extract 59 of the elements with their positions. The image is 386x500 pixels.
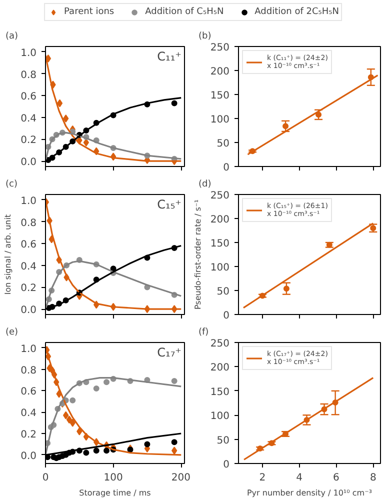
y-tick-label: 0.8 xyxy=(20,70,37,81)
y-tick-label: 0.8 xyxy=(20,218,37,229)
x-axis-title: Storage time / ms xyxy=(79,488,151,498)
y-tick-label: 150 xyxy=(210,386,230,398)
y-tick-label: 0.4 xyxy=(20,113,37,124)
chart-title: (b) xyxy=(198,32,212,42)
y-tick-label: 0.6 xyxy=(20,240,37,251)
legend-label: Parent ions xyxy=(64,7,114,17)
y-tick-label: 0.4 xyxy=(20,261,37,272)
annotation: C₁₅⁺ xyxy=(157,198,182,212)
y-tick-label: 0 xyxy=(223,310,230,322)
y-tick-label: 100 xyxy=(210,411,230,422)
y-tick-label: 0.0 xyxy=(20,157,37,168)
y-tick-label: 200 xyxy=(210,362,230,374)
y-tick-label: 150 xyxy=(210,238,230,250)
legend-label: Addition of 2C₅H₅N xyxy=(254,7,339,17)
x-tick-label: 0 xyxy=(42,472,49,484)
x-tick-label: 4 xyxy=(296,472,303,484)
y-tick-label: 0.0 xyxy=(20,450,37,462)
x-tick-label: 6 xyxy=(333,472,340,484)
y-tick-label: 200 xyxy=(210,66,230,78)
y-tick-label: 200 xyxy=(210,214,230,226)
chart-title: (d) xyxy=(198,180,212,190)
y-tick-label: 0.2 xyxy=(20,135,37,146)
y-tick-label: 100 xyxy=(210,114,230,126)
x-tick-label: 2 xyxy=(259,472,266,484)
y-tick-label: 50 xyxy=(216,138,230,150)
y-tick-label: 0 xyxy=(223,162,230,174)
chart-title: (f) xyxy=(198,328,209,338)
y-tick-label: 0.6 xyxy=(20,92,37,103)
y-axis-title: Pseudo-first-order rate / s⁻¹ xyxy=(193,199,202,310)
y-tick-label: 0.6 xyxy=(20,386,37,398)
y-tick-label: 50 xyxy=(216,435,230,446)
y-tick-label: 0.2 xyxy=(20,283,37,294)
chart-title: (a) xyxy=(6,32,18,42)
y-tick-label: 250 xyxy=(210,42,230,54)
y-tick-label: 50 xyxy=(216,286,230,298)
legend-label: Addition of C₅H₅N xyxy=(145,7,224,17)
x-tick-label: 8 xyxy=(370,472,376,484)
y-tick-label: 1.0 xyxy=(20,344,37,355)
y-tick-label: 0.2 xyxy=(20,430,37,441)
x-tick-label: 200 xyxy=(171,472,191,484)
y-tick-label: 1.0 xyxy=(20,196,37,207)
annotation: C₁₇⁺ xyxy=(157,346,182,360)
y-tick-label: 1.0 xyxy=(20,48,37,59)
y-tick-label: 0.0 xyxy=(20,305,37,316)
y-tick-label: 150 xyxy=(210,90,230,102)
y-tick-label: 250 xyxy=(210,190,230,202)
annotation: C₁₁⁺ xyxy=(157,50,182,64)
x-axis-title: Pyr number density / 10¹⁰ cm⁻³ xyxy=(246,488,372,498)
y-tick-label: 0.4 xyxy=(20,408,37,420)
x-tick-label: 100 xyxy=(104,472,123,484)
chart-title: (c) xyxy=(6,180,18,190)
chart-title: (e) xyxy=(6,328,18,338)
y-axis-title: Ion signal / arb. unit xyxy=(4,214,13,295)
y-tick-label: 0.8 xyxy=(20,365,37,376)
y-tick-label: 0 xyxy=(223,460,230,470)
y-tick-label: 250 xyxy=(210,338,230,350)
y-tick-label: 100 xyxy=(210,262,230,274)
